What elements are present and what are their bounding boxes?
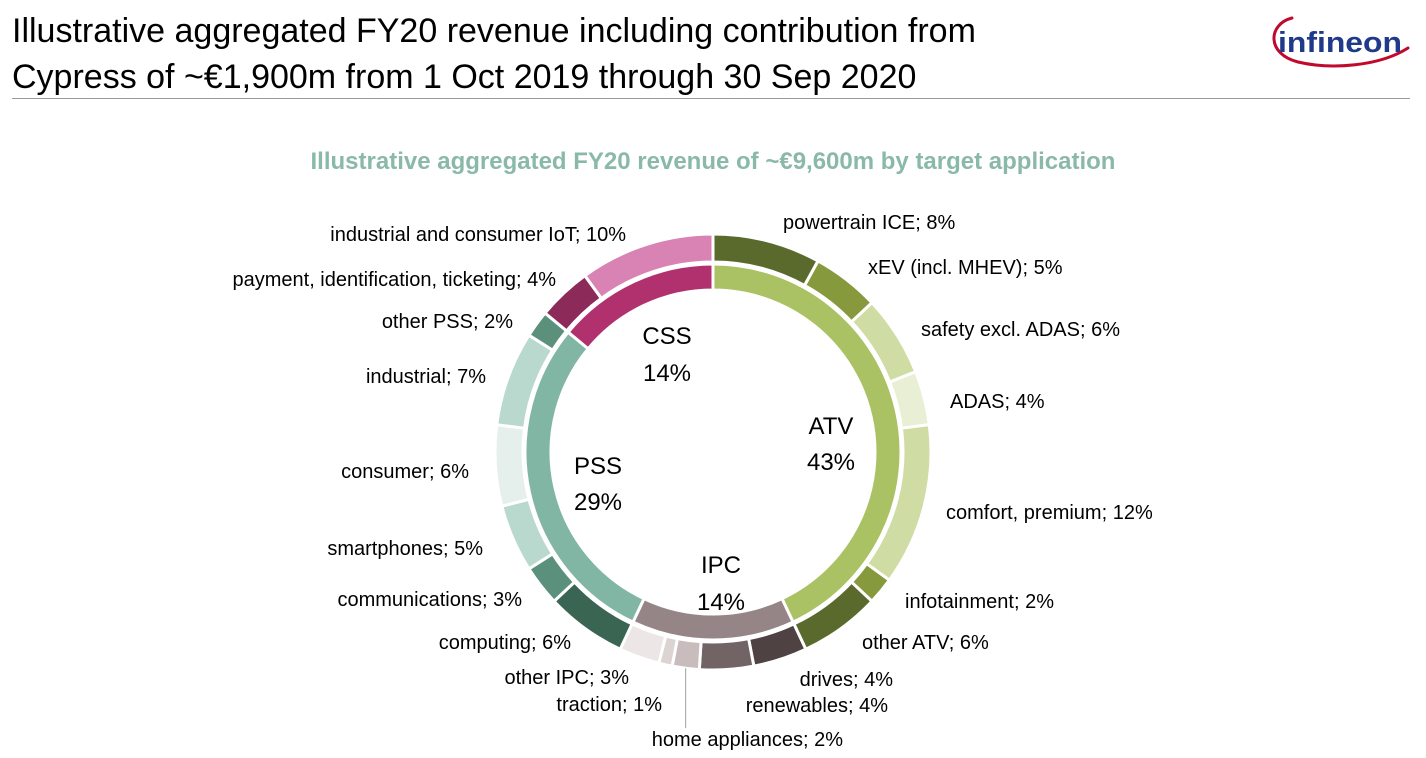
chart-title: Illustrative aggregated FY20 revenue of … — [310, 148, 1116, 175]
inner-label-pss: PSS — [574, 453, 622, 480]
outer-label-industrial: industrial; 7% — [366, 366, 486, 388]
outer-label-other-atv: other ATV; 6% — [862, 632, 989, 654]
inner-value-ipc: 14% — [697, 589, 745, 616]
inner-value-atv: 43% — [807, 449, 855, 476]
inner-label-atv: ATV — [809, 413, 854, 440]
outer-label-other-pss: other PSS; 2% — [382, 311, 513, 333]
infineon-logo: infineon — [1272, 16, 1410, 68]
outer-slice-consumer — [493, 423, 531, 509]
outer-slice-industrial-and-consumer-iot — [582, 232, 715, 301]
slide-title: Illustrative aggregated FY20 revenue inc… — [12, 8, 1192, 100]
outer-slice-renewables — [697, 636, 756, 672]
inner-labels: ATV 43% IPC 14% PSS 29% CSS 14% — [574, 323, 855, 616]
inner-slice-css — [566, 262, 715, 351]
inner-value-pss: 29% — [574, 489, 622, 516]
outer-label-home-appliances: home appliances; 2% — [652, 729, 843, 751]
inner-value-css: 14% — [643, 360, 691, 387]
outer-label-communications: communications; 3% — [337, 589, 522, 611]
outer-label-computing: computing; 6% — [439, 632, 572, 654]
outer-labels: powertrain ICE; 8% xEV (incl. MHEV); 5% sa… — [232, 212, 1152, 751]
outer-label-infotainment: infotainment; 2% — [905, 591, 1054, 613]
title-line-2: Cypress of ~€1,900m from 1 Oct 2019 thro… — [12, 58, 917, 96]
outer-label-payment-identification-ticketing: payment, identification, ticketing; 4% — [232, 269, 556, 291]
inner-label-css: CSS — [642, 323, 691, 350]
outer-label-consumer: consumer; 6% — [341, 461, 469, 483]
outer-label-xev-incl-mhev: xEV (incl. MHEV); 5% — [868, 257, 1063, 279]
inner-label-ipc: IPC — [701, 552, 741, 579]
outer-label-comfort-premium: comfort, premium; 12% — [946, 502, 1153, 524]
title-line-1: Illustrative aggregated FY20 revenue inc… — [12, 12, 976, 50]
inner-ring — [523, 262, 903, 642]
outer-label-smartphones: smartphones; 5% — [327, 538, 483, 560]
outer-label-renewables: renewables; 4% — [746, 695, 889, 717]
logo-wordmark: infineon — [1278, 27, 1402, 59]
outer-label-powertrain-ice: powertrain ICE; 8% — [783, 212, 956, 234]
outer-label-adas: ADAS; 4% — [950, 391, 1045, 413]
logo-swoosh — [1272, 16, 1410, 68]
title-divider — [12, 98, 1410, 99]
outer-ring — [493, 232, 933, 672]
outer-label-industrial-and-consumer-iot: industrial and consumer IoT; 10% — [330, 224, 626, 246]
outer-label-other-ipc: other IPC; 3% — [504, 667, 629, 689]
outer-label-traction: traction; 1% — [556, 694, 662, 716]
outer-label-safety-excl-adas: safety excl. ADAS; 6% — [921, 319, 1120, 341]
outer-label-drives: drives; 4% — [800, 669, 894, 691]
